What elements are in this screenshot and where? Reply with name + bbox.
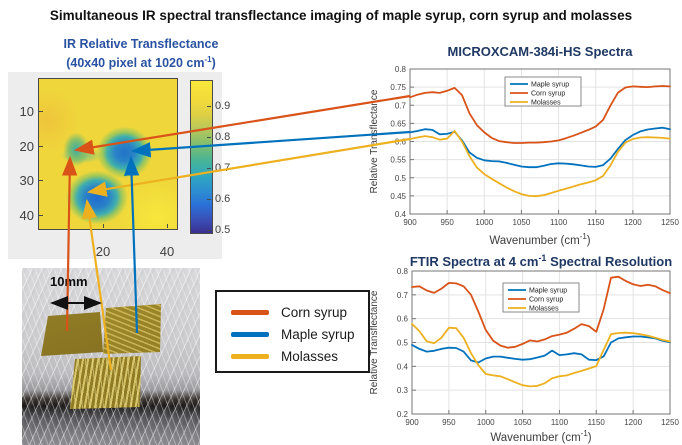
- y-tick-label: 0.8: [397, 267, 409, 276]
- sample-legend: Corn syrup Maple syrup Molasses: [215, 290, 370, 373]
- y-tick-label: 0.75: [390, 83, 406, 92]
- transflectance-heatmap-image: [38, 78, 178, 230]
- y-tick-label: 0.6: [397, 315, 409, 324]
- chart-legend-label: Corn syrup: [529, 297, 563, 304]
- x-tick-label: 1000: [475, 218, 493, 227]
- x-tick-label: 1050: [514, 418, 532, 427]
- sample-photo: 10mm: [22, 268, 200, 445]
- corn-syrup-sample-slide: [41, 312, 103, 356]
- colorbar-tick-label: 0.6: [215, 193, 231, 206]
- series-line-molasses: [411, 323, 671, 388]
- x-tick-label: 1150: [588, 418, 606, 427]
- legend-swatch: [231, 331, 269, 337]
- colorbar-tick-mark: [207, 137, 211, 139]
- series-line-maple: [409, 126, 671, 169]
- heatmap-ytick-label: 40: [19, 208, 34, 223]
- legend-swatch: [231, 353, 269, 359]
- heatmap-title-line1: IR Relative Transflectance: [63, 37, 219, 51]
- chart-legend-label: Molasses: [531, 100, 561, 107]
- legend-label: Molasses: [281, 348, 339, 364]
- series-line-corn: [409, 85, 671, 144]
- x-tick-label: 1150: [587, 218, 605, 227]
- colorbar-tick-label: 0.8: [215, 131, 231, 144]
- x-axis-label: Wavenumber (cm-1): [490, 429, 591, 444]
- x-tick-label: 1000: [477, 418, 495, 427]
- x-tick-label: 1200: [624, 218, 642, 227]
- maple-syrup-sample-slide: [103, 304, 161, 354]
- y-axis-label: Relative Transflectance: [369, 290, 380, 394]
- chart-legend-label: Maple syrup: [529, 288, 567, 295]
- x-axis-label: Wavenumber (cm-1): [489, 232, 590, 247]
- heatmap-xtick-label: 40: [159, 244, 175, 259]
- y-tick-label: 0.8: [395, 65, 407, 74]
- x-tick-label: 1200: [624, 418, 642, 427]
- y-axis-label: Relative Transflectance: [369, 89, 380, 193]
- colorbar-tick-mark: [207, 230, 211, 232]
- heatmap-ytick-label: 20: [19, 139, 34, 154]
- heatmap-ytick-label: 30: [19, 173, 34, 188]
- heatmap-ytick-label: 10: [19, 104, 34, 119]
- heatmap-ytick-mark: [39, 215, 43, 216]
- y-tick-label: 0.5: [395, 174, 407, 183]
- series-line-corn: [411, 275, 671, 349]
- x-tick-label: 1100: [550, 218, 568, 227]
- heatmap-ytick-mark: [39, 180, 43, 181]
- y-tick-label: 0.55: [390, 156, 406, 165]
- heatmap-title-line2: (40x40 pixel at 1020 cm-1): [66, 55, 216, 71]
- series-line-molasses: [409, 130, 671, 198]
- chart-title: MICROXCAM-384i-HS Spectra: [448, 44, 634, 59]
- y-tick-label: 0.2: [397, 410, 409, 419]
- ftir-spectra-chart: 900 950 1000 1050 1100 1150 1200 1250 0.2 0.3 0.4 0…: [369, 253, 679, 444]
- chart-legend-label: Corn syrup: [531, 91, 565, 98]
- y-tick-label: 0.6: [395, 138, 407, 147]
- legend-item: Corn syrup: [231, 301, 368, 323]
- heatmap-ytick-mark: [39, 146, 43, 147]
- y-tick-label: 0.7: [397, 291, 409, 300]
- heatmap-panel: 10 20 30 40 20 40 0.9 0.8 0.7 0.6 0.5: [8, 72, 230, 259]
- x-tick-label: 1250: [661, 218, 679, 227]
- legend-label: Maple syrup: [281, 326, 355, 342]
- colorbar-tick-mark: [207, 168, 211, 170]
- molasses-sample-slide: [70, 356, 141, 409]
- heatmap-xtick-mark: [103, 224, 104, 228]
- series-line-maple: [411, 335, 671, 364]
- y-tick-label: 0.4: [397, 362, 409, 371]
- colorbar-tick-mark: [207, 106, 211, 108]
- legend-label: Corn syrup: [281, 304, 348, 320]
- x-tick-label: 1250: [661, 418, 679, 427]
- chart-legend-label: Maple syrup: [531, 82, 569, 89]
- x-tick-label: 1050: [513, 218, 531, 227]
- heatmap-ytick-mark: [39, 111, 43, 112]
- y-tick-label: 0.4: [395, 210, 407, 219]
- heatmap-xtick-label: 20: [95, 244, 111, 259]
- scale-bar-label: 10mm: [50, 274, 88, 289]
- y-tick-label: 0.7: [395, 101, 407, 110]
- colorbar-tick-mark: [207, 199, 211, 201]
- page-title: Simultaneous IR spectral transflectance …: [49, 8, 633, 23]
- colorbar-tick-label: 0.5: [215, 224, 231, 237]
- chart-title: FTIR Spectra at 4 cm-1 Spectral Resoluti…: [410, 253, 672, 269]
- colorbar-tick-label: 0.9: [215, 100, 231, 113]
- x-tick-label: 1100: [551, 418, 569, 427]
- chart-legend-label: Molasses: [529, 306, 559, 313]
- legend-item: Maple syrup: [231, 323, 368, 345]
- colorbar-tick-label: 0.7: [215, 162, 231, 175]
- x-tick-label: 900: [405, 418, 419, 427]
- y-tick-label: 0.45: [390, 192, 406, 201]
- x-tick-label: 950: [440, 218, 454, 227]
- heatmap-title: IR Relative Transflectance (40x40 pixel …: [18, 37, 264, 71]
- heatmap-xtick-mark: [167, 224, 168, 228]
- microxcam-spectra-chart: 900 950 1000 1050 1100 1150 1200 1250 0.4 0.45 0.5…: [369, 44, 679, 247]
- y-tick-label: 0.3: [397, 386, 409, 395]
- x-tick-label: 950: [442, 418, 456, 427]
- x-tick-label: 900: [403, 218, 417, 227]
- y-tick-label: 0.65: [390, 119, 406, 128]
- y-tick-label: 0.5: [397, 339, 409, 348]
- colorbar: [190, 80, 213, 234]
- legend-item: Molasses: [231, 345, 368, 367]
- legend-swatch: [231, 309, 269, 315]
